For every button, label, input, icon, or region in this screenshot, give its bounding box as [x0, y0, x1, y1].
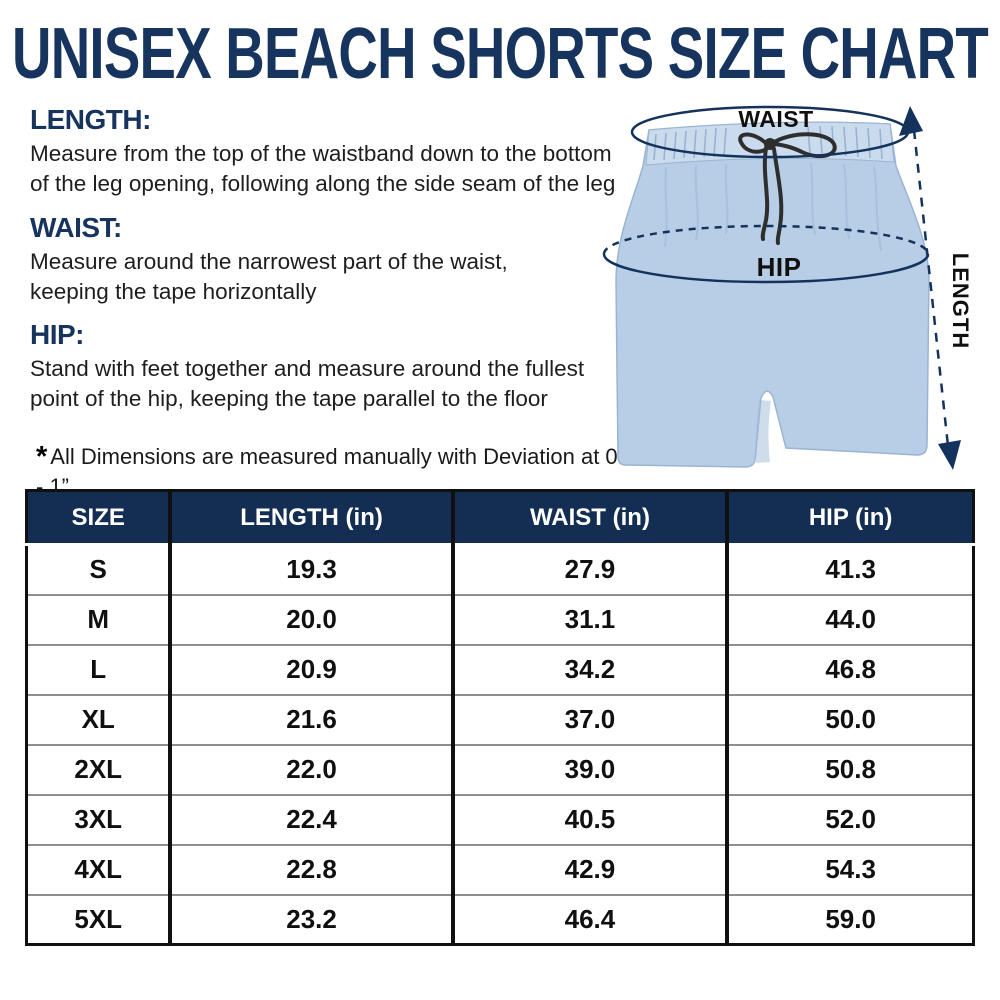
- definition-waist-term: WAIST:: [30, 212, 122, 243]
- cell-hip: 59.0: [725, 893, 974, 945]
- column-header-length: LENGTH (in): [168, 490, 453, 546]
- column-header-size: SIZE: [26, 490, 171, 546]
- cell-length: 20.0: [168, 593, 453, 645]
- cell-size: L: [26, 643, 171, 695]
- page-title: UNISEX BEACH SHORTS SIZE CHART: [0, 14, 1000, 92]
- cell-hip: 46.8: [725, 643, 974, 695]
- cell-hip: 44.0: [725, 593, 974, 645]
- page-title-text: UNISEX BEACH SHORTS SIZE CHART: [12, 14, 989, 92]
- cell-hip: 52.0: [725, 793, 974, 845]
- cell-size: 4XL: [26, 843, 171, 895]
- cell-length: 21.6: [168, 693, 453, 745]
- hip-ellipse-solid-arc: [602, 253, 930, 284]
- cell-hip: 41.3: [725, 544, 974, 595]
- cell-length: 22.0: [168, 743, 453, 795]
- waist-label: WAIST: [738, 106, 813, 132]
- table-row: L 20.9 34.2 46.8: [26, 643, 974, 695]
- table-row: 3XL 22.4 40.5 52.0: [26, 793, 974, 845]
- cell-hip: 50.0: [725, 693, 974, 745]
- table-row: 2XL 22.0 39.0 50.8: [26, 743, 974, 795]
- definition-length-term: LENGTH:: [30, 104, 151, 135]
- length-arrow: [899, 106, 961, 470]
- cell-size: 2XL: [26, 743, 171, 795]
- definition-hip-description: Stand with feet together and measure aro…: [30, 356, 585, 411]
- cell-length: 23.2: [168, 893, 453, 945]
- cell-hip: 54.3: [725, 843, 974, 895]
- table-row: 5XL 23.2 46.4 59.0: [26, 893, 974, 945]
- cell-size: S: [26, 544, 171, 595]
- cell-length: 19.3: [168, 544, 453, 595]
- cell-waist: 40.5: [450, 793, 728, 845]
- drawstring-knot: [764, 138, 776, 150]
- note-asterisk: *: [36, 441, 48, 473]
- definition-length: LENGTH: Measure from the top of the wais…: [30, 104, 640, 198]
- cell-hip: 50.8: [725, 743, 974, 795]
- cell-waist: 46.4: [450, 893, 728, 945]
- column-header-waist: WAIST (in): [450, 490, 728, 546]
- cell-length: 22.8: [168, 843, 453, 895]
- length-label: LENGTH: [948, 253, 973, 349]
- column-header-hip: HIP (in): [725, 490, 974, 546]
- cell-size: 3XL: [26, 793, 171, 845]
- shorts-measurement-diagram: WAIST HIP LENGTH: [596, 86, 1000, 482]
- size-table-header-row: SIZE LENGTH (in) WAIST (in) HIP (in): [26, 490, 974, 546]
- size-table: SIZE LENGTH (in) WAIST (in) HIP (in) S 1…: [25, 489, 975, 946]
- cell-waist: 27.9: [450, 544, 728, 595]
- cell-size: 5XL: [26, 893, 171, 945]
- table-row: XL 21.6 37.0 50.0: [26, 693, 974, 745]
- cell-length: 20.9: [168, 643, 453, 695]
- definition-length-description: Measure from the top of the waistband do…: [30, 141, 616, 196]
- cell-waist: 31.1: [450, 593, 728, 645]
- definition-hip: HIP: Stand with feet together and measur…: [30, 319, 640, 413]
- cell-waist: 39.0: [450, 743, 728, 795]
- definition-hip-term: HIP:: [30, 319, 85, 350]
- definition-waist-description: Measure around the narrowest part of the…: [30, 249, 508, 304]
- definition-waist: WAIST: Measure around the narrowest part…: [30, 212, 640, 306]
- cell-size: M: [26, 593, 171, 645]
- hip-ellipse-dashed-arc: [602, 224, 930, 255]
- cell-size: XL: [26, 693, 171, 745]
- cell-waist: 42.9: [450, 843, 728, 895]
- hip-label: HIP: [757, 252, 802, 282]
- shorts-illustration: [615, 121, 930, 468]
- cell-waist: 34.2: [450, 643, 728, 695]
- cell-waist: 37.0: [450, 693, 728, 745]
- table-row: 4XL 22.8 42.9 54.3: [26, 843, 974, 895]
- table-row: S 19.3 27.9 41.3: [26, 544, 974, 595]
- table-row: M 20.0 31.1 44.0: [26, 593, 974, 645]
- cell-length: 22.4: [168, 793, 453, 845]
